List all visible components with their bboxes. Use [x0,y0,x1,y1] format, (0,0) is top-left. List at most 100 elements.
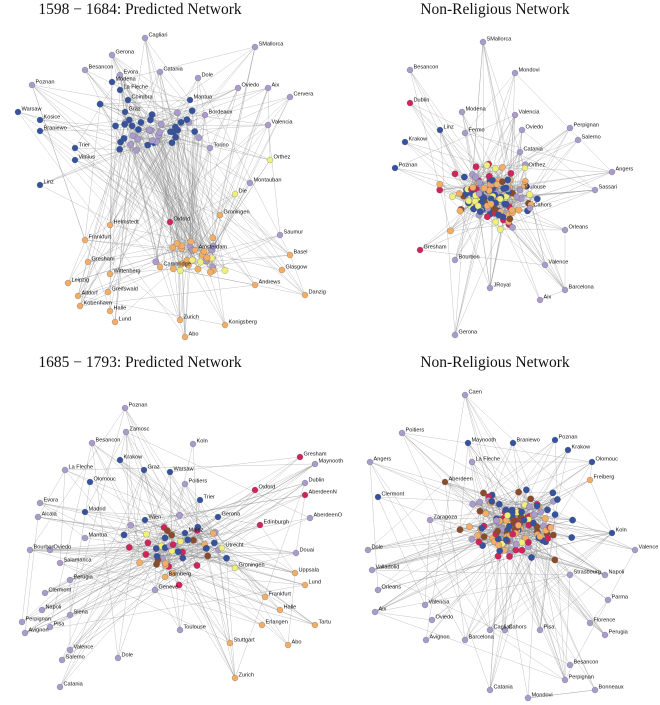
edge [194,131,306,296]
node [510,516,517,524]
panel-title: Non-Religious Network [420,1,570,18]
node [191,128,199,135]
edge [161,124,207,262]
node-label: Avignon [430,634,450,640]
edge [156,548,266,598]
edge [77,131,171,297]
edge [211,96,291,259]
node [511,69,519,77]
edge [49,442,93,628]
node-label: Catania [64,681,84,687]
node [106,221,114,229]
edge [214,542,281,611]
node [64,279,72,287]
node-label: Douai [300,547,315,553]
edge [109,114,153,312]
node [214,513,222,521]
edge [489,191,509,289]
edge [158,135,193,261]
edge [198,96,291,138]
node [152,258,160,266]
node [84,258,92,266]
node [554,496,561,503]
edge [494,208,541,301]
node-label: Zurich [184,314,200,320]
node-label: Besancon [89,64,114,70]
edge [111,54,189,266]
edge [144,37,183,264]
node [458,108,466,116]
node [525,539,532,546]
edge [136,150,181,321]
node [480,184,488,192]
edge [84,104,101,241]
edge [509,139,579,215]
node-label: Aix [544,294,552,300]
node [566,661,574,669]
node [296,453,304,461]
node [196,496,204,504]
node [218,544,226,552]
node [264,84,272,92]
edge [464,72,516,134]
node [256,521,264,529]
edge [471,461,506,631]
edge [178,584,231,644]
edge [188,264,226,326]
edge [539,535,554,631]
edge [59,534,125,688]
edge [212,46,256,238]
edge [124,407,207,549]
node [474,202,482,210]
edge [199,499,214,534]
node-label: Poznan [129,402,148,408]
node-label: Frankfurt [269,591,292,597]
node [36,499,44,507]
labels: Cagliari SMallorca Gerona Besancon Evora Cata… [22,32,659,698]
edge [450,210,481,232]
node [226,639,234,647]
node [194,265,202,273]
edge [454,193,467,336]
edge [534,501,554,515]
edge [206,96,291,262]
edge [69,552,297,616]
edge [459,449,569,530]
node-label: Poitiers [189,478,208,484]
edge [39,502,216,533]
node-label: Orleans [382,584,402,590]
edge [219,214,291,256]
edge [518,529,606,636]
node [451,170,459,178]
node [203,544,210,552]
node-label: Angers [374,456,392,462]
edge [499,449,569,505]
edge [367,481,446,551]
node [456,526,464,534]
node [135,126,142,133]
edge [170,131,271,161]
node-label: Halle [284,604,297,610]
node [301,581,309,589]
node [366,458,374,466]
node [483,161,491,169]
edge [158,135,213,251]
node [472,163,480,171]
edge [517,525,606,636]
node [528,554,535,561]
edge [157,463,316,561]
edge [64,469,130,548]
node-label: Salerno [66,654,85,660]
edge [502,543,596,691]
edge [61,469,145,661]
node [124,96,132,104]
node-label: Dole [122,652,134,658]
node [166,218,174,226]
node [488,498,496,505]
edge [79,122,126,307]
node [178,260,186,268]
node-label: Leipzig [72,277,90,283]
node-label: Oviedo [526,124,544,130]
node [487,200,495,208]
